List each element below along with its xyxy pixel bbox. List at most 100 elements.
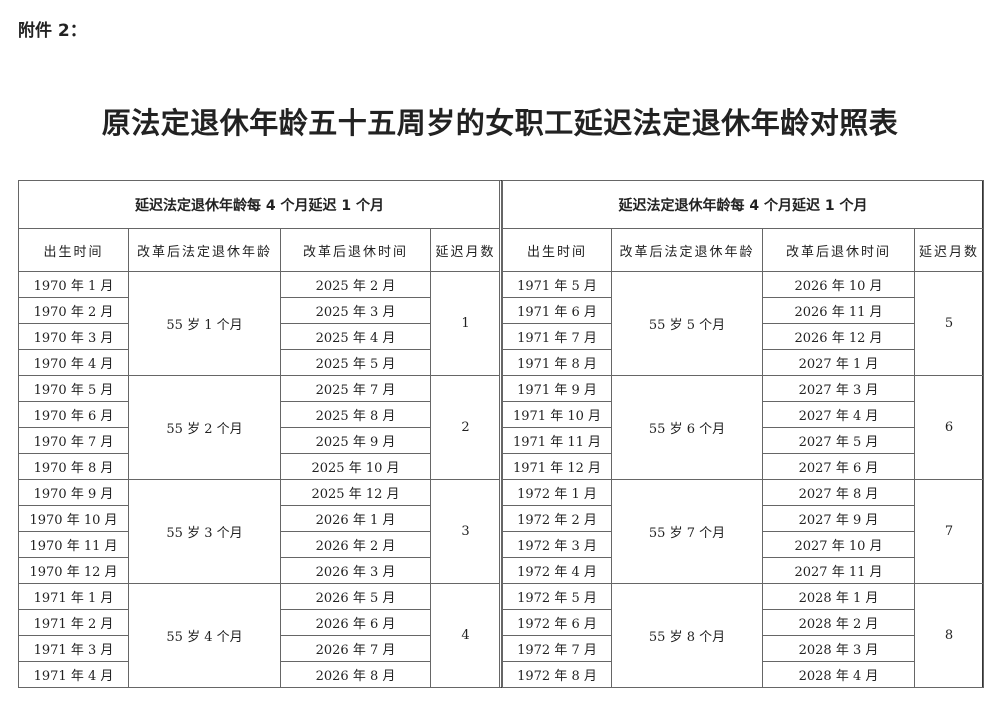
retirement-date-cell: 2026 年 12 月 (762, 323, 915, 350)
retirement-date-cell: 2025 年 10 月 (280, 453, 431, 480)
retirement-date-cell: 2027 年 4 月 (762, 401, 915, 428)
column-header: 改革后法定退休年龄 (611, 228, 763, 272)
retirement-date-cell: 2026 年 6 月 (280, 609, 431, 636)
retirement-date-cell: 2027 年 11 月 (762, 557, 915, 584)
table-row: 1972 年 7 月 2028 年 3 月 (502, 635, 984, 662)
retirement-date-cell: 2028 年 4 月 (762, 661, 915, 688)
retirement-date-cell: 2027 年 3 月 (762, 375, 915, 402)
table-left: 延迟法定退休年龄每 4 个月延迟 1 个月 出生时间 改革后法定退休年龄 改革后退休时… (17, 180, 502, 688)
table-row: 1970 年 6 月 2025 年 8 月 (18, 401, 501, 428)
birth-date-cell: 1970 年 2 月 (18, 297, 129, 324)
retirement-age-cell: 55 岁 6 个月 (611, 375, 763, 480)
table-row: 1971 年 7 月 2026 年 12 月 (502, 323, 984, 350)
birth-date-cell: 1970 年 1 月 (18, 271, 129, 298)
table-row: 1972 年 8 月 2028 年 4 月 (502, 661, 984, 688)
column-header: 出生时间 (18, 228, 129, 272)
delay-months-cell: 7 (913, 479, 985, 584)
table-right: 延迟法定退休年龄每 4 个月延迟 1 个月 出生时间 改革后法定退休年龄 改革后退休时… (501, 180, 985, 688)
birth-date-cell: 1971 年 6 月 (502, 297, 612, 324)
delay-months-cell: 4 (429, 583, 502, 688)
attachment-label: 附件 2： (18, 21, 87, 41)
delay-months-cell: 2 (429, 375, 502, 480)
birth-date-cell: 1970 年 11 月 (18, 531, 129, 558)
retirement-date-cell: 2027 年 8 月 (762, 479, 915, 506)
table-row: 1970 年 4 月 2025 年 5 月 (18, 349, 501, 376)
birth-date-cell: 1972 年 4 月 (502, 557, 612, 584)
column-header: 改革后退休时间 (762, 228, 915, 272)
retirement-date-cell: 2028 年 2 月 (762, 609, 915, 636)
table-row: 1971 年 10 月 2027 年 4 月 (502, 401, 984, 428)
table-row: 1970 年 3 月 2025 年 4 月 (18, 323, 501, 350)
birth-date-cell: 1970 年 4 月 (18, 349, 129, 376)
column-header: 改革后法定退休年龄 (128, 228, 281, 272)
retirement-date-cell: 2027 年 5 月 (762, 427, 915, 454)
birth-date-cell: 1971 年 8 月 (502, 349, 612, 376)
retirement-date-cell: 2028 年 1 月 (762, 583, 915, 610)
retirement-date-cell: 2026 年 1 月 (280, 505, 431, 532)
table-row: 1972 年 3 月 2027 年 10 月 (502, 531, 984, 558)
birth-date-cell: 1972 年 2 月 (502, 505, 612, 532)
column-header: 改革后退休时间 (280, 228, 431, 272)
retirement-age-cell: 55 岁 7 个月 (611, 479, 763, 584)
birth-date-cell: 1971 年 9 月 (502, 375, 612, 402)
birth-date-cell: 1970 年 5 月 (18, 375, 129, 402)
birth-date-cell: 1972 年 6 月 (502, 609, 612, 636)
retirement-date-cell: 2025 年 12 月 (280, 479, 431, 506)
delay-months-cell: 6 (913, 375, 985, 480)
birth-date-cell: 1970 年 8 月 (18, 453, 129, 480)
birth-date-cell: 1971 年 10 月 (502, 401, 612, 428)
table-row: 1971 年 8 月 2027 年 1 月 (502, 349, 984, 376)
retirement-date-cell: 2027 年 1 月 (762, 349, 915, 376)
birth-date-cell: 1970 年 7 月 (18, 427, 129, 454)
birth-date-cell: 1970 年 9 月 (18, 479, 129, 506)
retirement-date-cell: 2025 年 4 月 (280, 323, 431, 350)
retirement-age-cell: 55 岁 3 个月 (128, 479, 281, 584)
birth-date-cell: 1970 年 6 月 (18, 401, 129, 428)
retirement-date-cell: 2026 年 7 月 (280, 635, 431, 662)
table-row: 1970 年 10 月 2026 年 1 月 (18, 505, 501, 532)
retirement-date-cell: 2025 年 5 月 (280, 349, 431, 376)
table-caption: 延迟法定退休年龄每 4 个月延迟 1 个月 (501, 180, 985, 229)
table-row: 1970 年 7 月 2025 年 9 月 (18, 427, 501, 454)
retirement-date-cell: 2026 年 10 月 (762, 271, 915, 298)
birth-date-cell: 1972 年 1 月 (502, 479, 612, 506)
delay-months-cell: 1 (429, 271, 502, 376)
retirement-date-cell: 2025 年 3 月 (280, 297, 431, 324)
birth-date-cell: 1972 年 7 月 (502, 635, 612, 662)
table-row: 1972 年 2 月 2027 年 9 月 (502, 505, 984, 532)
birth-date-cell: 1972 年 3 月 (502, 531, 612, 558)
retirement-age-cell: 55 岁 4 个月 (128, 583, 281, 688)
table-row: 1971 年 2 月 2026 年 6 月 (18, 609, 501, 636)
birth-date-cell: 1971 年 12 月 (502, 453, 612, 480)
delay-months-cell: 5 (913, 271, 985, 376)
table-divider (499, 181, 502, 687)
birth-date-cell: 1971 年 7 月 (502, 323, 612, 350)
column-header: 延迟月数 (913, 228, 985, 272)
delay-months-cell: 8 (913, 583, 985, 688)
comparison-table-frame: 延迟法定退休年龄每 4 个月延迟 1 个月 出生时间 改革后法定退休年龄 改革后退休时… (17, 180, 985, 688)
table-row: 1971 年 12 月 2027 年 6 月 (502, 453, 984, 480)
retirement-date-cell: 2025 年 8 月 (280, 401, 431, 428)
table-row: 1970 年 2 月 2025 年 3 月 (18, 297, 501, 324)
delay-months-cell: 3 (429, 479, 502, 584)
retirement-date-cell: 2026 年 2 月 (280, 531, 431, 558)
retirement-date-cell: 2025 年 9 月 (280, 427, 431, 454)
birth-date-cell: 1972 年 5 月 (502, 583, 612, 610)
birth-date-cell: 1972 年 8 月 (502, 661, 612, 688)
retirement-date-cell: 2027 年 6 月 (762, 453, 915, 480)
retirement-date-cell: 2027 年 9 月 (762, 505, 915, 532)
birth-date-cell: 1971 年 1 月 (18, 583, 129, 610)
retirement-date-cell: 2027 年 10 月 (762, 531, 915, 558)
retirement-age-cell: 55 岁 5 个月 (611, 271, 763, 376)
birth-date-cell: 1970 年 12 月 (18, 557, 129, 584)
birth-date-cell: 1971 年 2 月 (18, 609, 129, 636)
retirement-age-cell: 55 岁 8 个月 (611, 583, 763, 688)
table-row: 1970 年 8 月 2025 年 10 月 (18, 453, 501, 480)
